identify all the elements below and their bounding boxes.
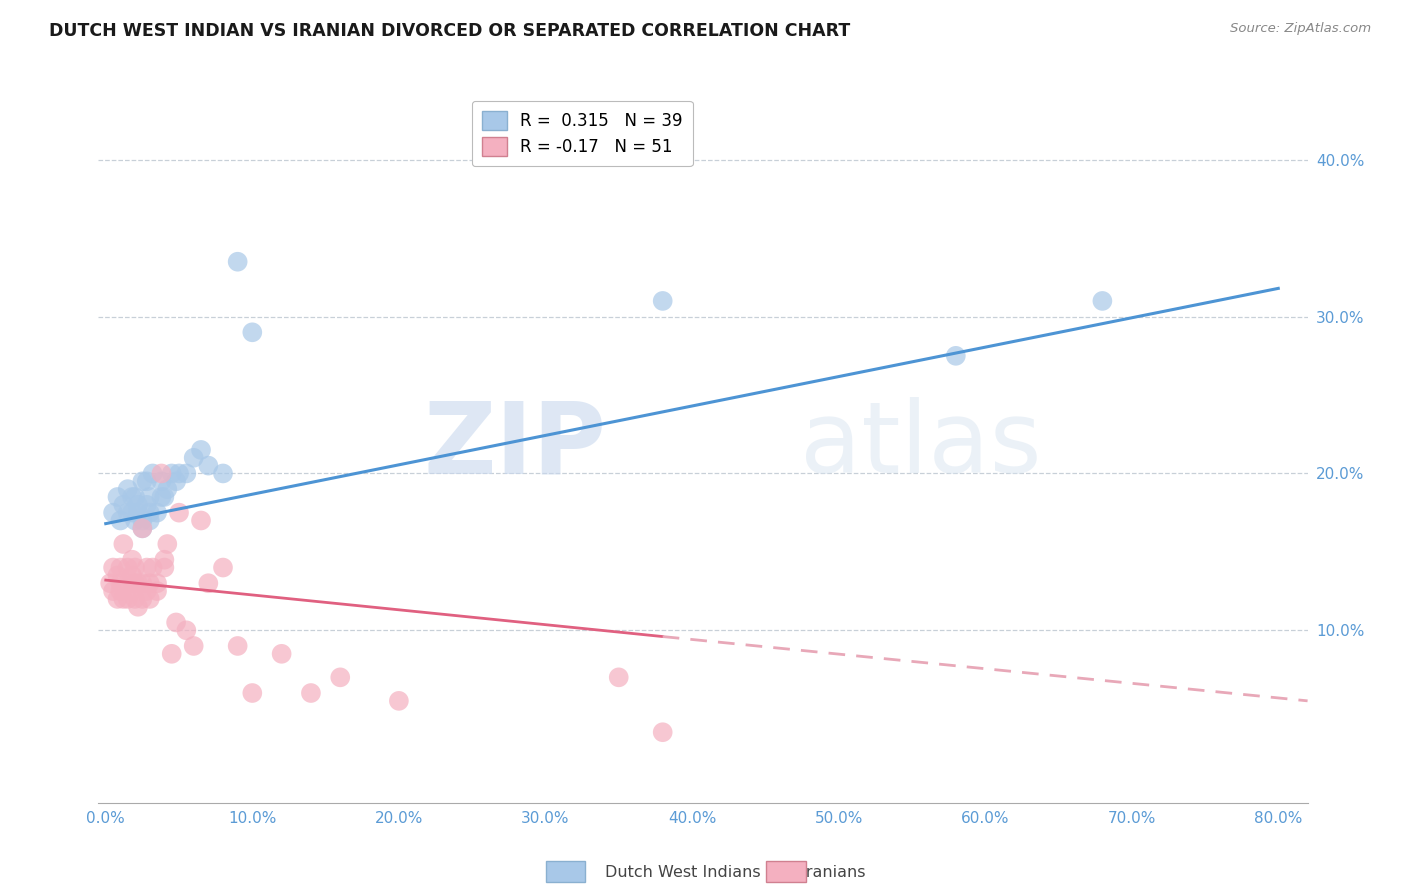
- Point: [110, 584, 132, 599]
- Point: [160, 647, 183, 661]
- Point: [135, 475, 157, 489]
- Point: [190, 514, 212, 528]
- Point: [131, 521, 153, 535]
- Point: [101, 584, 124, 599]
- Point: [117, 482, 139, 496]
- Text: ZIP: ZIP: [423, 398, 606, 494]
- Point: [121, 490, 143, 504]
- Point: [197, 576, 219, 591]
- Point: [165, 615, 187, 630]
- Point: [1091, 293, 1114, 308]
- Text: Source: ZipAtlas.com: Source: ZipAtlas.com: [1230, 22, 1371, 36]
- Point: [117, 506, 139, 520]
- Point: [388, 694, 411, 708]
- Point: [138, 514, 160, 528]
- Point: [176, 467, 198, 481]
- Point: [150, 475, 173, 489]
- Point: [117, 591, 139, 606]
- Point: [112, 498, 135, 512]
- Point: [138, 490, 160, 504]
- Text: atlas: atlas: [800, 398, 1042, 494]
- Point: [146, 506, 169, 520]
- Point: [110, 560, 132, 574]
- Point: [124, 560, 146, 574]
- Point: [124, 576, 146, 591]
- Point: [329, 670, 352, 684]
- Point: [240, 686, 263, 700]
- Point: [127, 498, 149, 512]
- Point: [945, 349, 967, 363]
- Point: [131, 514, 153, 528]
- Point: [160, 467, 183, 481]
- Point: [124, 514, 146, 528]
- Point: [131, 591, 153, 606]
- Point: [142, 560, 165, 574]
- Point: [107, 490, 129, 504]
- Point: [131, 521, 153, 535]
- Point: [212, 560, 235, 574]
- Point: [117, 560, 139, 574]
- Point: [156, 537, 179, 551]
- Point: [131, 576, 153, 591]
- Point: [127, 576, 149, 591]
- Point: [299, 686, 322, 700]
- Point: [131, 475, 153, 489]
- Point: [121, 568, 143, 582]
- Point: [98, 576, 121, 591]
- Point: [150, 467, 173, 481]
- Point: [183, 639, 205, 653]
- Point: [121, 506, 143, 520]
- Point: [110, 576, 132, 591]
- Point: [165, 475, 187, 489]
- Point: [138, 576, 160, 591]
- Point: [156, 482, 179, 496]
- Point: [153, 552, 176, 566]
- Point: [183, 450, 205, 465]
- Point: [138, 591, 160, 606]
- Point: [135, 560, 157, 574]
- Text: Dutch West Indians: Dutch West Indians: [605, 865, 761, 880]
- Point: [226, 639, 249, 653]
- Point: [146, 576, 169, 591]
- Point: [142, 467, 165, 481]
- Point: [121, 552, 143, 566]
- Point: [651, 725, 673, 739]
- Point: [153, 560, 176, 574]
- Point: [127, 506, 149, 520]
- Point: [101, 560, 124, 574]
- Point: [138, 506, 160, 520]
- Point: [110, 514, 132, 528]
- Point: [135, 584, 157, 599]
- Point: [153, 490, 176, 504]
- Point: [176, 624, 198, 638]
- Point: [112, 537, 135, 551]
- Point: [190, 442, 212, 457]
- Legend: R =  0.315   N = 39, R = -0.17   N = 51: R = 0.315 N = 39, R = -0.17 N = 51: [471, 101, 693, 166]
- Point: [212, 467, 235, 481]
- Point: [146, 584, 169, 599]
- Point: [107, 591, 129, 606]
- Point: [124, 490, 146, 504]
- Point: [240, 326, 263, 340]
- Point: [127, 599, 149, 614]
- Point: [124, 591, 146, 606]
- Point: [150, 490, 173, 504]
- Text: DUTCH WEST INDIAN VS IRANIAN DIVORCED OR SEPARATED CORRELATION CHART: DUTCH WEST INDIAN VS IRANIAN DIVORCED OR…: [49, 22, 851, 40]
- Point: [101, 506, 124, 520]
- Point: [112, 591, 135, 606]
- Point: [135, 498, 157, 512]
- Point: [197, 458, 219, 473]
- Point: [607, 670, 630, 684]
- Point: [167, 506, 190, 520]
- Point: [107, 568, 129, 582]
- Point: [121, 584, 143, 599]
- Point: [651, 293, 673, 308]
- Point: [270, 647, 292, 661]
- Point: [117, 576, 139, 591]
- Point: [167, 467, 190, 481]
- Text: Iranians: Iranians: [801, 865, 866, 880]
- Point: [226, 254, 249, 268]
